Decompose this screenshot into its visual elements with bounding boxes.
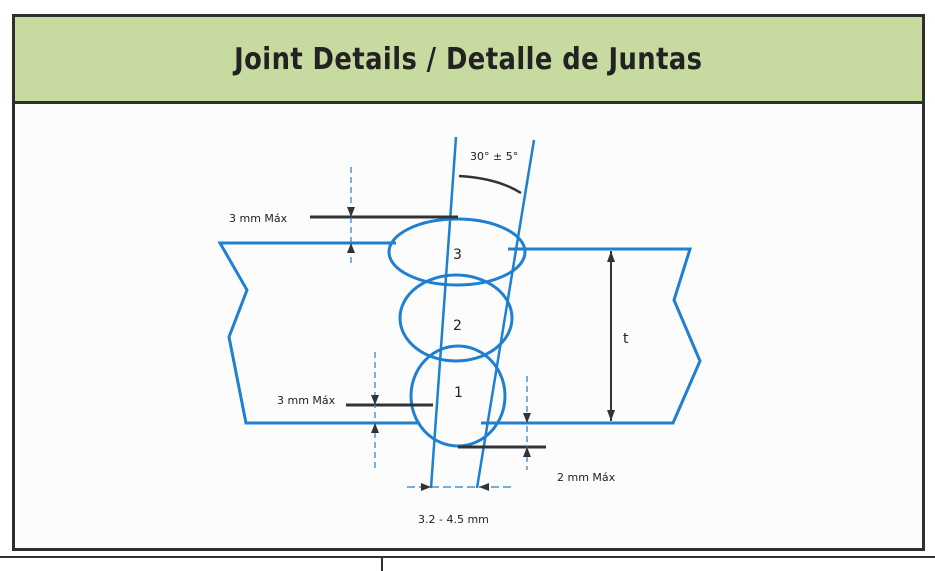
thickness-arrow-bottom bbox=[607, 410, 615, 421]
pass-2-label: 2 bbox=[453, 318, 462, 334]
pass-1-label: 1 bbox=[454, 385, 463, 401]
protrusion-arrow-top bbox=[523, 413, 531, 423]
left-bevel-line bbox=[429, 136, 458, 489]
right-bevel-line bbox=[475, 139, 536, 489]
root-gap-label: 3.2 - 4.5 mm bbox=[418, 513, 489, 526]
title-bar: Joint Details / Detalle de Juntas bbox=[12, 14, 925, 104]
root-dim-arrow-bottom bbox=[371, 423, 379, 433]
pass-3-label: 3 bbox=[453, 247, 462, 263]
thickness-label: t bbox=[623, 331, 629, 347]
gap-arrow-left bbox=[421, 483, 431, 491]
root-reinforcement-label: 3 mm Máx bbox=[277, 394, 336, 407]
root-dim-arrow-top bbox=[371, 395, 379, 405]
page-divider-tick bbox=[381, 556, 383, 571]
protrusion-arrow-bottom bbox=[523, 447, 531, 457]
weld-pass-3 bbox=[387, 217, 527, 287]
right-plate-outline bbox=[481, 247, 702, 425]
thickness-arrow-top bbox=[607, 251, 615, 262]
page-title: Joint Details / Detalle de Juntas bbox=[234, 41, 703, 77]
root-protrusion-label: 2 mm Máx bbox=[557, 471, 616, 484]
diagram-panel: 30° ± 5° 3 mm Máx 3 mm Máx 2 mm Máx t bbox=[12, 104, 925, 551]
bevel-angle-label: 30° ± 5° bbox=[470, 150, 518, 163]
bevel-angle-arc bbox=[458, 174, 522, 195]
cap-reinforcement-label: 3 mm Máx bbox=[229, 212, 288, 225]
cap-dim-arrow-top bbox=[347, 207, 355, 217]
gap-arrow-right bbox=[479, 483, 489, 491]
weld-pass-2 bbox=[398, 273, 514, 363]
left-plate-outline bbox=[217, 241, 420, 425]
cap-dim-arrow-bottom bbox=[347, 243, 355, 253]
weld-joint-diagram: 30° ± 5° 3 mm Máx 3 mm Máx 2 mm Máx t bbox=[217, 136, 702, 526]
page-divider bbox=[0, 556, 935, 558]
